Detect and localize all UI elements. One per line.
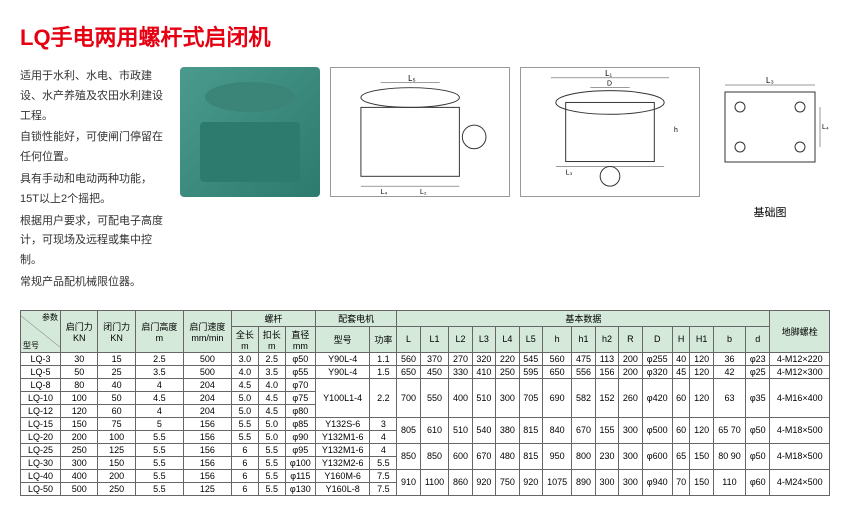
svg-text:L₃: L₃ (566, 169, 573, 176)
top-section: 适用于水利、水电、市政建设、水产养殖及农田水利建设工程。自锁性能好，可使闸门停留… (20, 67, 830, 295)
front-diagram: L₅ L₄ L₂ (330, 67, 510, 197)
table-row: LQ-252501255.515665.5φ95Y132M1-648508506… (21, 443, 830, 456)
table-row: LQ-8804042044.54.0φ70Y100L1-42.270055040… (21, 378, 830, 391)
product-photo (180, 67, 320, 197)
svg-text:L₄: L₄ (381, 189, 388, 196)
spec-table: 参数型号启门力KN闭门力KN启门高度m启门速度mm/min螺杆配套电机基本数据地… (20, 310, 830, 496)
page-title: LQ手电两用螺杆式启闭机 (20, 20, 830, 52)
svg-text:L₁: L₁ (605, 69, 612, 78)
svg-text:D: D (607, 81, 612, 88)
description-line: 根据用户要求，可配电子高度计，可现场及远程或集中控制。 (20, 212, 165, 271)
description-block: 适用于水利、水电、市政建设、水产养殖及农田水利建设工程。自锁性能好，可使闸门停留… (20, 67, 165, 295)
image-row: L₅ L₄ L₂ L₁ D h L₃ (180, 67, 830, 197)
side-diagram: L₁ D h L₃ (520, 67, 700, 197)
svg-text:L₂: L₂ (420, 189, 427, 196)
description-line: 自锁性能好，可使闸门停留在任何位置。 (20, 128, 165, 168)
table-row: LQ-151507551565.55.0φ85Y132S-63805610510… (21, 417, 830, 430)
description-line: 常规产品配机械限位器。 (20, 273, 165, 293)
svg-text:h: h (674, 127, 678, 134)
foundation-diagram: L₃ L₄ 基础图 (710, 67, 830, 197)
svg-text:L₄: L₄ (822, 124, 829, 131)
description-line: 适用于水利、水电、市政建设、水产养殖及农田水利建设工程。 (20, 67, 165, 126)
svg-text:L₃: L₃ (766, 76, 774, 85)
description-line: 具有手动和电动两种功能，15T以上2个摇把。 (20, 170, 165, 210)
table-row: LQ-330152.55003.02.5φ50Y90L-41.156037027… (21, 352, 830, 365)
table-row: LQ-550253.55004.03.5φ55Y90L-41.565045033… (21, 365, 830, 378)
table-row: LQ-404002005.515665.5φ115Y160M-67.591011… (21, 469, 830, 482)
foundation-label: 基础图 (710, 204, 830, 220)
svg-text:L₅: L₅ (408, 74, 416, 83)
